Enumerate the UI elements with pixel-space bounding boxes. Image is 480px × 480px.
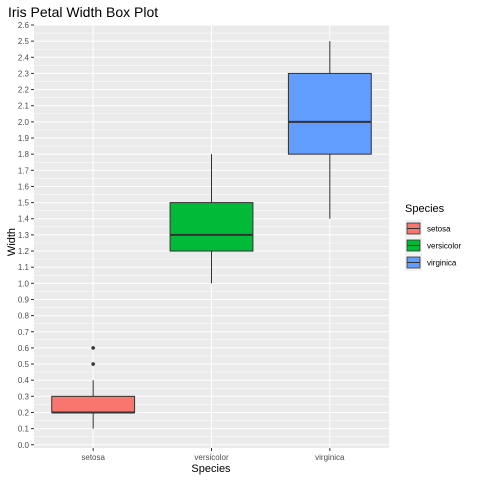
- legend-entry-setosa: setosa: [405, 220, 451, 237]
- y-tick-label: 0.7: [18, 328, 30, 337]
- y-tick-label: 1.1: [18, 263, 30, 272]
- chart-title: Iris Petal Width Box Plot: [8, 4, 158, 20]
- boxes: [51, 41, 372, 429]
- y-tick-label: 0.3: [18, 392, 30, 401]
- x-tick-label: versicolor: [194, 453, 229, 462]
- y-tick-label: 0.6: [18, 344, 30, 353]
- legend-title: Species: [405, 203, 445, 215]
- x-tick-label: virginica: [315, 453, 345, 462]
- outlier-point: [91, 346, 95, 350]
- legend-label: virginica: [427, 259, 457, 268]
- y-tick-label: 1.9: [18, 134, 30, 143]
- iqr-box: [169, 202, 254, 252]
- box-versicolor: [169, 154, 254, 284]
- legend-label: versicolor: [427, 242, 462, 251]
- x-tick-label: setosa: [81, 453, 105, 462]
- legend-entry-versicolor: versicolor: [405, 237, 462, 254]
- legend-label: setosa: [427, 225, 451, 234]
- outlier-point: [91, 362, 95, 366]
- legend-entry-virginica: virginica: [405, 254, 457, 271]
- y-tick-label: 0.9: [18, 295, 30, 304]
- y-tick-label: 1.0: [18, 279, 30, 288]
- y-tick-label: 2.1: [18, 102, 30, 111]
- y-tick-label: 1.4: [18, 215, 30, 224]
- y-tick-label: 0.4: [18, 376, 30, 385]
- x-axis: setosa versicolor virginica: [81, 448, 345, 462]
- y-axis: 0.0 0.1 0.2 0.3 0.4 0.5 0.6 0.7 0.8 0.9 1.0 1.1 1.2 1…: [18, 21, 34, 450]
- iqr-box: [51, 395, 136, 413]
- y-tick-label: 0.8: [18, 312, 30, 321]
- y-tick-label: 2.2: [18, 86, 30, 95]
- y-axis-title: Width: [6, 228, 18, 256]
- box-setosa: [51, 346, 136, 429]
- y-tick-label: 2.3: [18, 69, 30, 78]
- y-tick-label: 1.2: [18, 247, 30, 256]
- y-tick-label: 1.8: [18, 150, 30, 159]
- y-tick-label: 0.1: [18, 425, 30, 434]
- y-tick-label: 2.6: [18, 21, 30, 30]
- y-tick-label: 0.0: [18, 441, 30, 450]
- legend: Species setosa versicolor virginica: [405, 203, 462, 271]
- x-axis-title: Species: [191, 463, 231, 475]
- y-tick-label: 1.5: [18, 199, 30, 208]
- box-virginica: [287, 41, 372, 219]
- y-tick-label: 1.6: [18, 182, 30, 191]
- y-tick-label: 2.4: [18, 53, 30, 62]
- y-tick-label: 2.0: [18, 118, 30, 127]
- y-tick-label: 1.3: [18, 231, 30, 240]
- y-tick-label: 0.5: [18, 360, 30, 369]
- y-tick-label: 1.7: [18, 166, 30, 175]
- iqr-box: [287, 72, 372, 155]
- y-tick-label: 2.5: [18, 37, 30, 46]
- y-tick-label: 0.2: [18, 408, 30, 417]
